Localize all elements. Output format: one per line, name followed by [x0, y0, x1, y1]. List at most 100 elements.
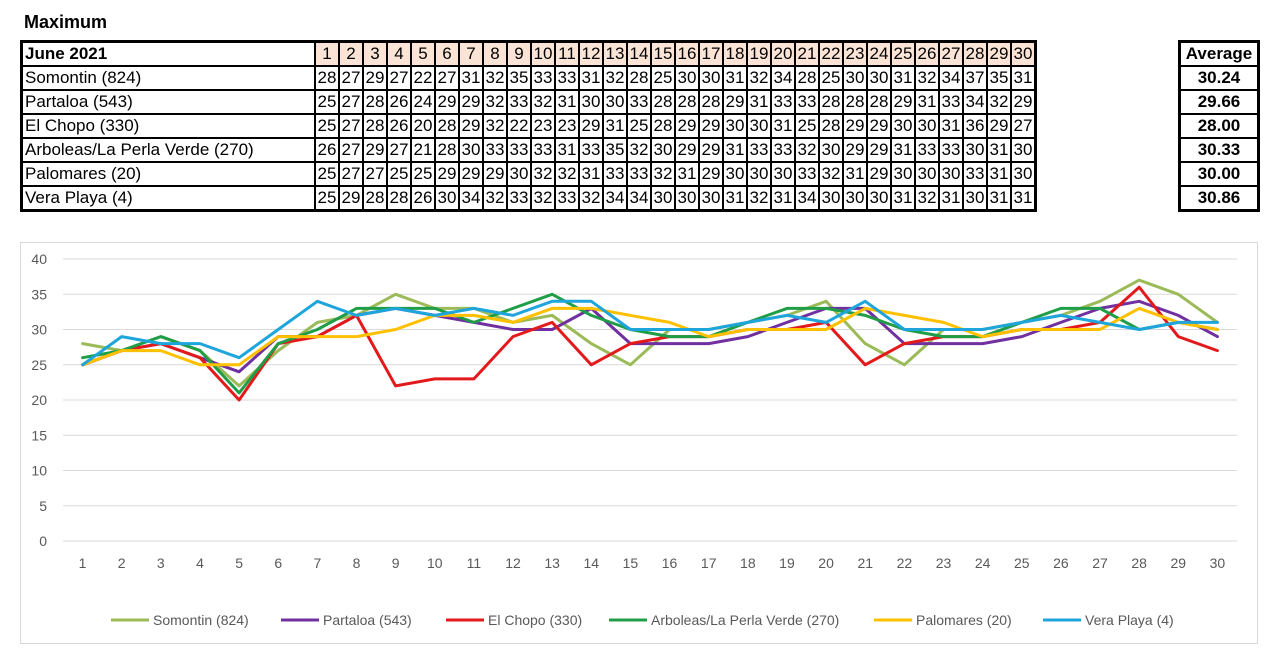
average-row: 28.00 [1178, 113, 1260, 139]
temperature-cell: 30 [650, 137, 676, 163]
day-header: 24 [866, 40, 892, 67]
legend-label: Arboleas/La Perla Verde (270) [651, 612, 839, 628]
temperature-cell: 32 [482, 89, 508, 115]
day-header: 17 [698, 40, 724, 67]
x-tick-label: 20 [818, 555, 834, 571]
x-tick-label: 12 [505, 555, 521, 571]
day-header: 6 [434, 40, 460, 67]
temperature-cell: 22 [506, 113, 532, 139]
temperature-cell: 28 [362, 185, 388, 212]
temperature-cell: 25 [314, 185, 340, 212]
day-header: 10 [530, 40, 556, 67]
temperature-cell: 31 [890, 137, 916, 163]
temperature-cell: 28 [818, 89, 844, 115]
average-header: Average [1178, 40, 1260, 67]
temperature-cell: 28 [842, 89, 868, 115]
temperature-cell: 32 [482, 65, 508, 91]
temperature-cell: 30 [770, 161, 796, 187]
temperature-cell: 28 [362, 113, 388, 139]
temperature-cell: 32 [482, 113, 508, 139]
y-tick-label: 35 [31, 286, 47, 302]
temperature-cell: 21 [410, 137, 436, 163]
temperature-cell: 25 [650, 65, 676, 91]
temperature-cell: 29 [458, 113, 484, 139]
temperature-cell: 29 [698, 137, 724, 163]
temperature-cell: 30 [506, 161, 532, 187]
x-tick-label: 7 [313, 555, 321, 571]
temperature-cell: 29 [866, 161, 892, 187]
temperature-cell: 35 [506, 65, 532, 91]
temperature-cell: 29 [338, 185, 364, 212]
temperature-cell: 34 [770, 65, 796, 91]
temperature-cell: 27 [362, 161, 388, 187]
temperature-cell: 32 [578, 185, 604, 212]
x-tick-label: 23 [936, 555, 952, 571]
temperature-cell: 30 [1010, 137, 1037, 163]
temperature-cell: 30 [842, 65, 868, 91]
temperature-cell: 30 [578, 89, 604, 115]
average-row: 30.33 [1178, 137, 1260, 163]
page-title: Maximum [24, 12, 108, 32]
temperature-cell: 25 [386, 161, 412, 187]
day-header: 4 [386, 40, 412, 67]
day-header: 13 [602, 40, 628, 67]
x-tick-label: 24 [975, 555, 991, 571]
temperature-cell: 32 [914, 185, 940, 212]
day-header: 28 [962, 40, 988, 67]
temperature-cell: 34 [938, 65, 964, 91]
temperature-cell: 33 [962, 161, 988, 187]
y-tick-label: 30 [31, 322, 47, 338]
station-name: Partaloa (543) [20, 89, 316, 115]
temperature-cell: 31 [890, 185, 916, 212]
temperature-cell: 30 [722, 161, 748, 187]
temperature-cell: 32 [482, 185, 508, 212]
temperature-cell: 30 [842, 185, 868, 212]
temperature-cell: 28 [362, 89, 388, 115]
temperature-cell: 31 [986, 185, 1012, 212]
temperature-cell: 31 [770, 113, 796, 139]
temperature-cell: 31 [746, 89, 772, 115]
temperature-cell: 25 [314, 161, 340, 187]
temperature-cell: 29 [362, 137, 388, 163]
temperature-cell: 31 [890, 65, 916, 91]
x-tick-label: 14 [584, 555, 600, 571]
temperature-cell: 26 [386, 89, 412, 115]
temperature-cell: 29 [722, 89, 748, 115]
x-tick-label: 18 [740, 555, 756, 571]
day-header: 11 [554, 40, 580, 67]
y-tick-label: 25 [31, 357, 47, 373]
x-tick-label: 3 [157, 555, 165, 571]
temperature-cell: 32 [746, 65, 772, 91]
temperature-cell: 33 [506, 137, 532, 163]
temperature-cell: 31 [1010, 185, 1037, 212]
temperature-cell: 28 [698, 89, 724, 115]
maximum-temperature-table: June 2021 1 2 3 4 5 6 7 8 9 10 11 12 13 14 15 16 17 18 19 2… [20, 40, 1037, 212]
x-tick-label: 27 [1092, 555, 1108, 571]
temperature-cell: 30 [914, 161, 940, 187]
temperature-cell: 33 [626, 89, 652, 115]
average-row: 30.24 [1178, 65, 1260, 91]
day-header: 3 [362, 40, 388, 67]
temperature-cell: 29 [890, 89, 916, 115]
table-row: Arboleas/La Perla Verde (270) 26 27 29 27 21 2… [20, 137, 1037, 163]
average-value: 29.66 [1178, 89, 1260, 115]
station-name: El Chopo (330) [20, 113, 316, 139]
table-corner-label: June 2021 [20, 40, 316, 67]
temperature-cell: 29 [1010, 89, 1037, 115]
table-row: Palomares (20) 25 27 27 25 25 29 29 29 30 32 32 31 33… [20, 161, 1037, 187]
average-value: 30.33 [1178, 137, 1260, 163]
x-tick-label: 1 [79, 555, 87, 571]
temperature-cell: 28 [674, 89, 700, 115]
temperature-cell: 30 [866, 185, 892, 212]
x-tick-label: 22 [897, 555, 913, 571]
average-row: 30.86 [1178, 185, 1260, 212]
day-header: 22 [818, 40, 844, 67]
average-table: Average 30.24 29.66 28.00 30.33 30.00 30.86 [1178, 40, 1260, 212]
day-header: 21 [794, 40, 820, 67]
day-header: 2 [338, 40, 364, 67]
temperature-cell: 31 [938, 185, 964, 212]
temperature-cell: 31 [1010, 65, 1037, 91]
temperature-cell: 31 [554, 89, 580, 115]
temperature-cell: 33 [794, 89, 820, 115]
